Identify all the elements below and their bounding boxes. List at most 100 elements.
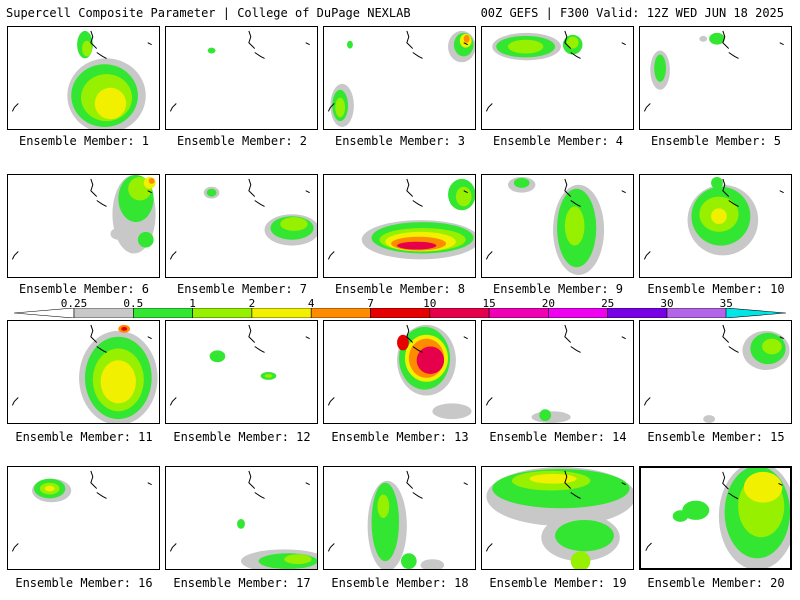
coastline bbox=[327, 543, 335, 552]
colorbar-segment bbox=[666, 308, 727, 318]
panel-map bbox=[645, 468, 790, 568]
scp-contour bbox=[654, 54, 666, 82]
ensemble-panel-2 bbox=[165, 26, 318, 130]
coastline bbox=[485, 397, 493, 406]
scp-contour bbox=[206, 188, 217, 197]
coastline bbox=[778, 482, 783, 486]
coastline bbox=[90, 470, 98, 489]
coastline bbox=[11, 103, 19, 112]
scp-contour bbox=[711, 176, 723, 189]
member-label: Ensemble Member: 10 bbox=[647, 282, 785, 296]
member-label: Ensemble Member: 1 bbox=[18, 134, 150, 148]
member-label: Ensemble Member: 2 bbox=[176, 134, 308, 148]
coastline bbox=[11, 397, 19, 406]
scp-contour bbox=[121, 326, 128, 331]
member-label: Ensemble Member: 9 bbox=[492, 282, 624, 296]
colorbar-tick-label: 35 bbox=[719, 297, 733, 310]
member-label: Ensemble Member: 14 bbox=[489, 430, 627, 444]
coastline bbox=[90, 178, 98, 197]
scp-contour bbox=[566, 36, 579, 49]
ensemble-panel-14 bbox=[481, 320, 634, 424]
run-valid-time: 00Z GEFS | F300 Valid: 12Z WED JUN 18 20… bbox=[480, 6, 784, 20]
panel-map bbox=[485, 176, 626, 276]
member-label: Ensemble Member: 6 bbox=[18, 282, 150, 296]
ensemble-panel-15 bbox=[639, 320, 792, 424]
coastline bbox=[728, 346, 739, 353]
scp-contour bbox=[531, 411, 571, 423]
panel-map bbox=[11, 324, 158, 423]
scp-contour bbox=[703, 415, 716, 423]
panel-map bbox=[327, 470, 468, 569]
coastline bbox=[463, 336, 468, 340]
ensemble-panel-3 bbox=[323, 26, 476, 130]
scp-contour bbox=[148, 177, 155, 184]
colorbar-tick-label: 10 bbox=[423, 297, 437, 310]
coastline bbox=[327, 397, 335, 406]
ensemble-panel-11 bbox=[7, 320, 160, 424]
scp-contour bbox=[207, 47, 216, 54]
coastline bbox=[570, 346, 581, 353]
coastline bbox=[248, 470, 256, 489]
colorbar-tick-label: 20 bbox=[541, 297, 556, 310]
scp-contour bbox=[743, 471, 783, 503]
colorbar-segment bbox=[429, 308, 490, 318]
coastline bbox=[147, 336, 152, 340]
colorbar bbox=[14, 308, 786, 318]
scp-contour bbox=[529, 473, 577, 484]
coastline bbox=[643, 103, 651, 112]
scp-contour bbox=[44, 485, 55, 492]
coastline bbox=[90, 30, 98, 49]
ensemble-panel-9 bbox=[481, 174, 634, 278]
coastline bbox=[412, 200, 423, 207]
ensemble-panel-18 bbox=[323, 466, 476, 570]
coastline bbox=[621, 336, 626, 340]
scp-contour bbox=[432, 403, 472, 420]
member-label: Ensemble Member: 11 bbox=[15, 430, 153, 444]
colorbar-tick-label: 0.5 bbox=[123, 297, 144, 310]
panel-map bbox=[643, 30, 784, 112]
coastline bbox=[463, 42, 468, 46]
panel-map bbox=[11, 175, 156, 260]
coastline bbox=[485, 103, 493, 112]
coastline bbox=[564, 30, 572, 49]
coastline bbox=[406, 178, 414, 197]
member-label: Ensemble Member: 13 bbox=[331, 430, 469, 444]
page-title: Supercell Composite Parameter | College … bbox=[6, 6, 411, 20]
scp-contour bbox=[420, 559, 445, 569]
member-label: Ensemble Member: 18 bbox=[331, 576, 469, 590]
coastline bbox=[485, 543, 493, 552]
panel-map bbox=[643, 324, 790, 423]
scp-contour bbox=[347, 40, 353, 49]
coastline bbox=[779, 190, 784, 194]
coastline bbox=[147, 482, 152, 486]
colorbar-tick-label: 4 bbox=[307, 297, 315, 310]
coastline bbox=[463, 190, 468, 194]
coastline bbox=[722, 324, 730, 343]
coastline bbox=[96, 346, 107, 353]
panel-map bbox=[327, 30, 475, 128]
coastline bbox=[621, 190, 626, 194]
coastline bbox=[147, 190, 152, 194]
ensemble-panel-4 bbox=[481, 26, 634, 130]
ensemble-panel-12 bbox=[165, 320, 318, 424]
scp-contour bbox=[564, 206, 585, 246]
coastline bbox=[570, 492, 581, 499]
scp-contour bbox=[762, 338, 782, 355]
scp-contour bbox=[711, 208, 727, 225]
scp-contour bbox=[137, 231, 154, 248]
colorbar-right-arrow bbox=[725, 308, 786, 318]
colorbar-segment bbox=[607, 308, 668, 318]
panel-map bbox=[169, 30, 310, 112]
scp-contour bbox=[507, 39, 544, 54]
colorbar-segment bbox=[192, 308, 253, 318]
scp-contour bbox=[284, 554, 312, 565]
member-label: Ensemble Member: 4 bbox=[492, 134, 624, 148]
coastline bbox=[779, 42, 784, 46]
coastline bbox=[254, 346, 265, 353]
coastline bbox=[485, 251, 493, 260]
scp-contour bbox=[555, 519, 614, 552]
colorbar-segment bbox=[370, 308, 431, 318]
coastline bbox=[728, 492, 739, 500]
coastline bbox=[96, 200, 107, 207]
coastline bbox=[248, 30, 256, 49]
